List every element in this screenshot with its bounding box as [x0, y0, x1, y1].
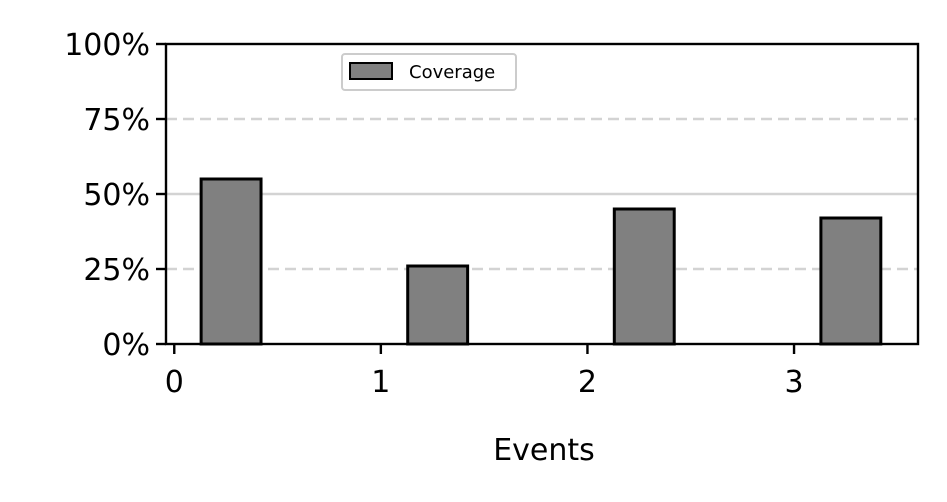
legend-swatch-coverage — [349, 62, 393, 80]
x-axis-title: Events — [493, 433, 595, 468]
bar — [819, 216, 883, 346]
x-tick-label: 0 — [165, 365, 184, 400]
bar — [199, 177, 263, 346]
y-tick-label: 50% — [83, 178, 150, 213]
y-tick-label: 75% — [83, 103, 150, 138]
y-tick-label: 0% — [102, 328, 150, 363]
legend-label-coverage: Coverage — [409, 62, 495, 83]
legend: Coverage — [341, 53, 517, 91]
bar — [406, 264, 470, 346]
x-tick-label: 2 — [578, 365, 597, 400]
x-tick-label: 3 — [784, 365, 803, 400]
bar — [612, 207, 676, 346]
y-tick-label: 25% — [83, 253, 150, 288]
y-axis-ticks: 0% 25% 50% 75% 100% — [64, 28, 166, 363]
grid-lines — [166, 117, 918, 271]
bars — [199, 177, 883, 346]
x-axis-ticks: 0 1 2 3 — [165, 344, 804, 400]
x-tick-label: 1 — [371, 365, 390, 400]
y-tick-label: 100% — [64, 28, 150, 63]
